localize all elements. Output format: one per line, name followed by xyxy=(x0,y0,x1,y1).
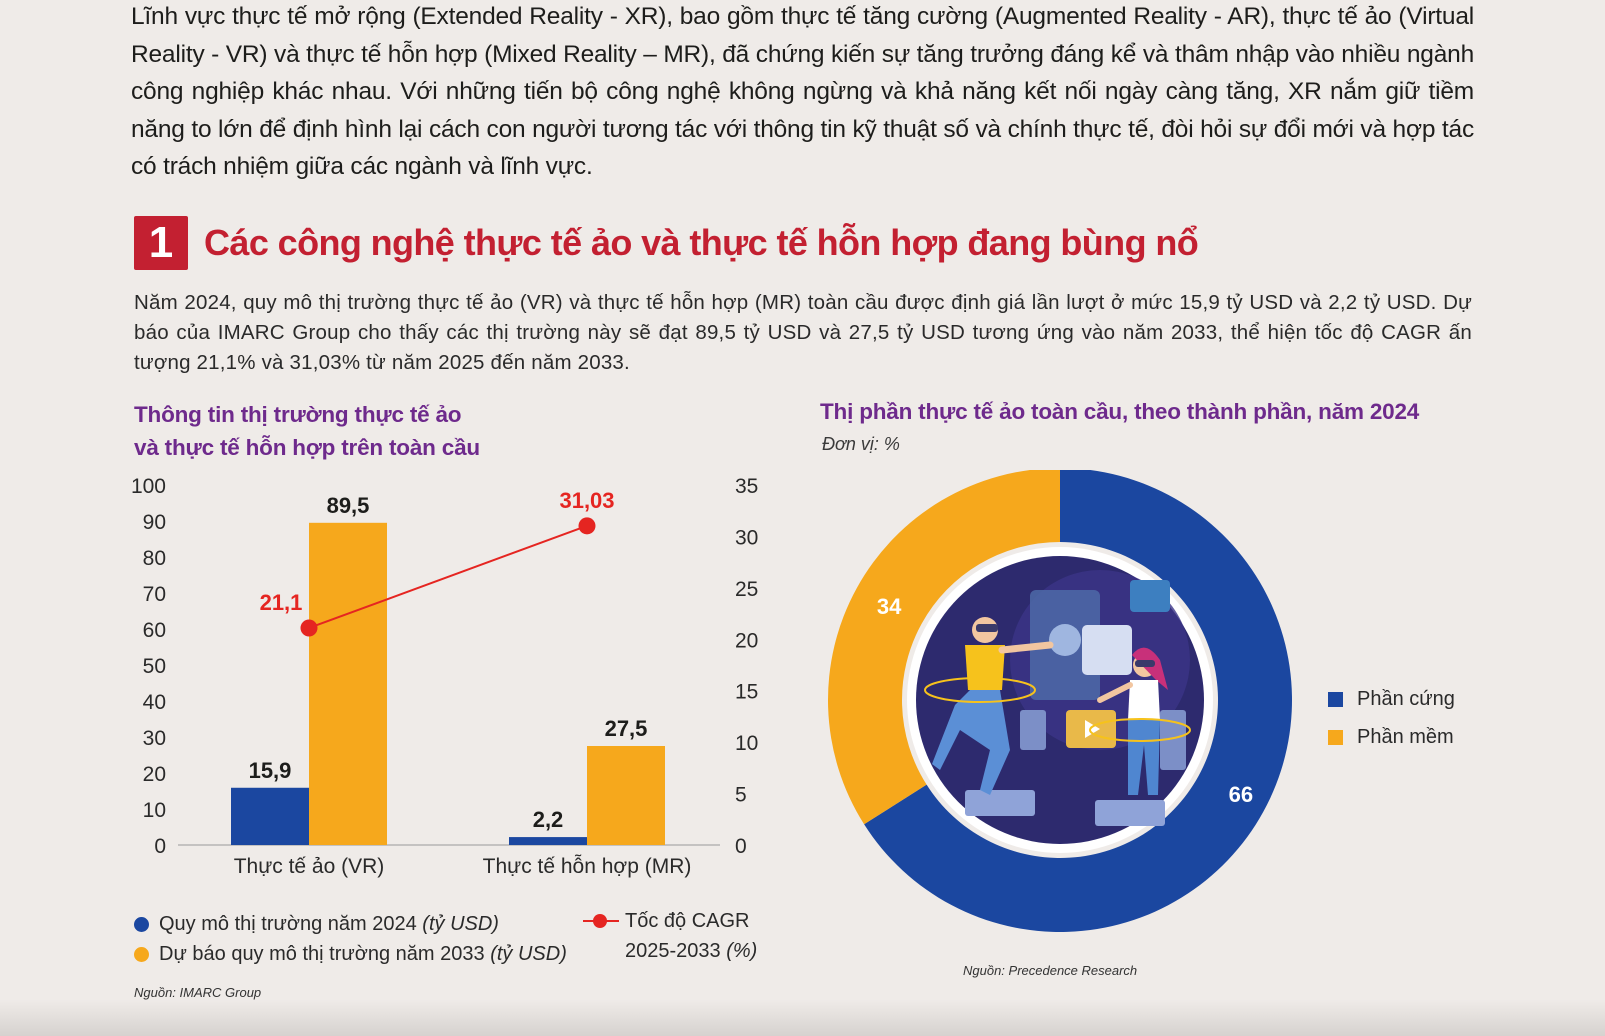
legend-cagr-unit: (%) xyxy=(726,940,758,962)
cagr-point xyxy=(578,517,596,535)
legend-software-label: Phần mềm xyxy=(1357,726,1454,748)
pedestal-icon xyxy=(965,790,1035,816)
person-arm-icon xyxy=(1097,682,1133,703)
donut-chart-source: Nguồn: Precedence Research xyxy=(963,963,1138,978)
bar-value-label: 89,5 xyxy=(327,493,370,518)
legend-cagr-label: Tốc độ CAGR xyxy=(625,910,750,932)
section-title: Các công nghệ thực tế ảo và thực tế hỗn … xyxy=(204,222,1199,263)
legend-hardware-swatch xyxy=(1328,692,1343,707)
donut-value-label: 66 xyxy=(1229,782,1253,807)
legend-2033-label: Dự báo quy mô thị trường năm 2033 xyxy=(159,943,485,965)
legend-2024-swatch xyxy=(134,917,149,932)
y-left-tick-label: 50 xyxy=(143,655,166,678)
screen-circle-icon xyxy=(1049,624,1081,656)
y-left-tick-label: 90 xyxy=(143,511,166,534)
y-left-tick-label: 10 xyxy=(143,799,166,822)
y-left-tick-label: 100 xyxy=(131,475,166,498)
bar-value-label: 2,2 xyxy=(533,807,564,832)
cagr-value-label: 31,03 xyxy=(559,488,614,513)
y-left-tick-label: 0 xyxy=(154,835,166,858)
bar-2033 xyxy=(587,746,665,845)
legend-2033-swatch xyxy=(134,947,149,962)
bar-2033 xyxy=(309,522,387,845)
bar-value-label: 15,9 xyxy=(249,758,292,783)
donut-slice-hardware xyxy=(864,470,1292,932)
bar-chart: 0 10 20 30 40 50 60 70 80 90 100 0 5 10 15 20 25 30 35 15,9… xyxy=(131,475,758,878)
server-tower-icon xyxy=(1020,710,1046,750)
legend-software: Phần mềm xyxy=(1328,726,1454,749)
legend-2024-unit: (tỷ USD) xyxy=(422,913,499,935)
y-right-tick-label: 15 xyxy=(735,681,758,704)
intro-paragraph: Lĩnh vực thực tế mở rộng (Extended Reali… xyxy=(131,3,1474,180)
y-left-tick-label: 70 xyxy=(143,583,166,606)
donut-chart-title: Thị phần thực tế ảo toàn cầu, theo thành… xyxy=(820,399,1420,424)
person-hair-icon xyxy=(1132,647,1168,690)
bar-value-label: 27,5 xyxy=(605,716,648,741)
legend-cagr: Tốc độ CAGR 2025-2033 (%) xyxy=(583,906,757,966)
vr-headset-icon xyxy=(976,624,998,632)
legend-2024-label: Quy mô thị trường năm 2024 xyxy=(159,913,417,935)
cagr-value-label: 21,1 xyxy=(260,590,303,615)
bar-chart-title-line1: Thông tin thị trường thực tế ảo xyxy=(134,402,462,427)
y-left-tick-label: 80 xyxy=(143,547,166,570)
category-label: Thực tế ảo (VR) xyxy=(234,855,385,878)
y-right-tick-label: 10 xyxy=(735,732,758,755)
person-arm-icon xyxy=(998,641,1054,654)
cagr-point xyxy=(300,619,318,637)
legend-hardware-label: Phần cứng xyxy=(1357,688,1455,710)
bar-chart-title: Thông tin thị trường thực tế ảo và thực … xyxy=(134,398,554,464)
legend-hardware: Phần cứng xyxy=(1328,688,1455,711)
legend-2024: Quy mô thị trường năm 2024 (tỷ USD) xyxy=(134,913,499,936)
section-summary: Năm 2024, quy mô thị trường thực tế ảo (… xyxy=(134,291,1472,374)
bottom-shadow xyxy=(0,1000,1605,1036)
y-left-tick-label: 60 xyxy=(143,619,166,642)
y-right-tick-label: 20 xyxy=(735,629,758,652)
legend-software-swatch xyxy=(1328,730,1343,745)
cagr-line xyxy=(308,524,588,629)
y-right-tick-label: 35 xyxy=(735,475,758,498)
donut-slice-software xyxy=(828,470,1060,825)
legend-cagr-dot xyxy=(593,914,607,928)
bar-chart-title-line2: và thực tế hỗn hợp trên toàn cầu xyxy=(134,435,480,460)
y-left-tick-label: 40 xyxy=(143,691,166,714)
bar-2024 xyxy=(231,787,309,845)
bar-2024 xyxy=(509,837,587,845)
donut-value-label: 34 xyxy=(877,594,902,619)
category-label: Thực tế hỗn hợp (MR) xyxy=(483,855,692,878)
section-number-badge: 1 xyxy=(134,216,188,270)
donut-unit-note: Đơn vị: % xyxy=(822,434,900,454)
section-header: 1 Các công nghệ thực tế ảo và thực tế hỗ… xyxy=(134,216,1199,270)
bar-chart-source: Nguồn: IMARC Group xyxy=(134,985,262,1000)
y-right-tick-label: 25 xyxy=(735,578,758,601)
qr-panel-icon xyxy=(1082,625,1132,675)
server-tower-icon xyxy=(1160,710,1186,770)
small-screen-icon xyxy=(1130,580,1170,612)
person-shirt-icon xyxy=(1128,680,1160,720)
legend-2033: Dự báo quy mô thị trường năm 2033 (tỷ US… xyxy=(134,943,567,966)
play-icon xyxy=(1085,720,1100,738)
y-right-tick-label: 30 xyxy=(735,526,758,549)
y-left-tick-label: 30 xyxy=(143,727,166,750)
vr-illustration xyxy=(907,547,1213,853)
hologram-ring-icon xyxy=(1089,718,1191,742)
hologram-ring-icon xyxy=(924,677,1036,703)
person-legs-icon xyxy=(1128,720,1160,795)
person-legs-icon xyxy=(932,690,1010,795)
pedestal-icon xyxy=(1095,800,1165,826)
y-left-tick-label: 20 xyxy=(143,763,166,786)
vr-headset-icon xyxy=(1135,660,1155,667)
legend-2033-unit: (tỷ USD) xyxy=(490,943,567,965)
y-right-tick-label: 0 xyxy=(735,835,747,858)
donut-chart: 66 34 xyxy=(828,470,1292,932)
legend-cagr-label-line2: 2025-2033 xyxy=(625,940,721,962)
y-right-tick-label: 5 xyxy=(735,784,747,807)
